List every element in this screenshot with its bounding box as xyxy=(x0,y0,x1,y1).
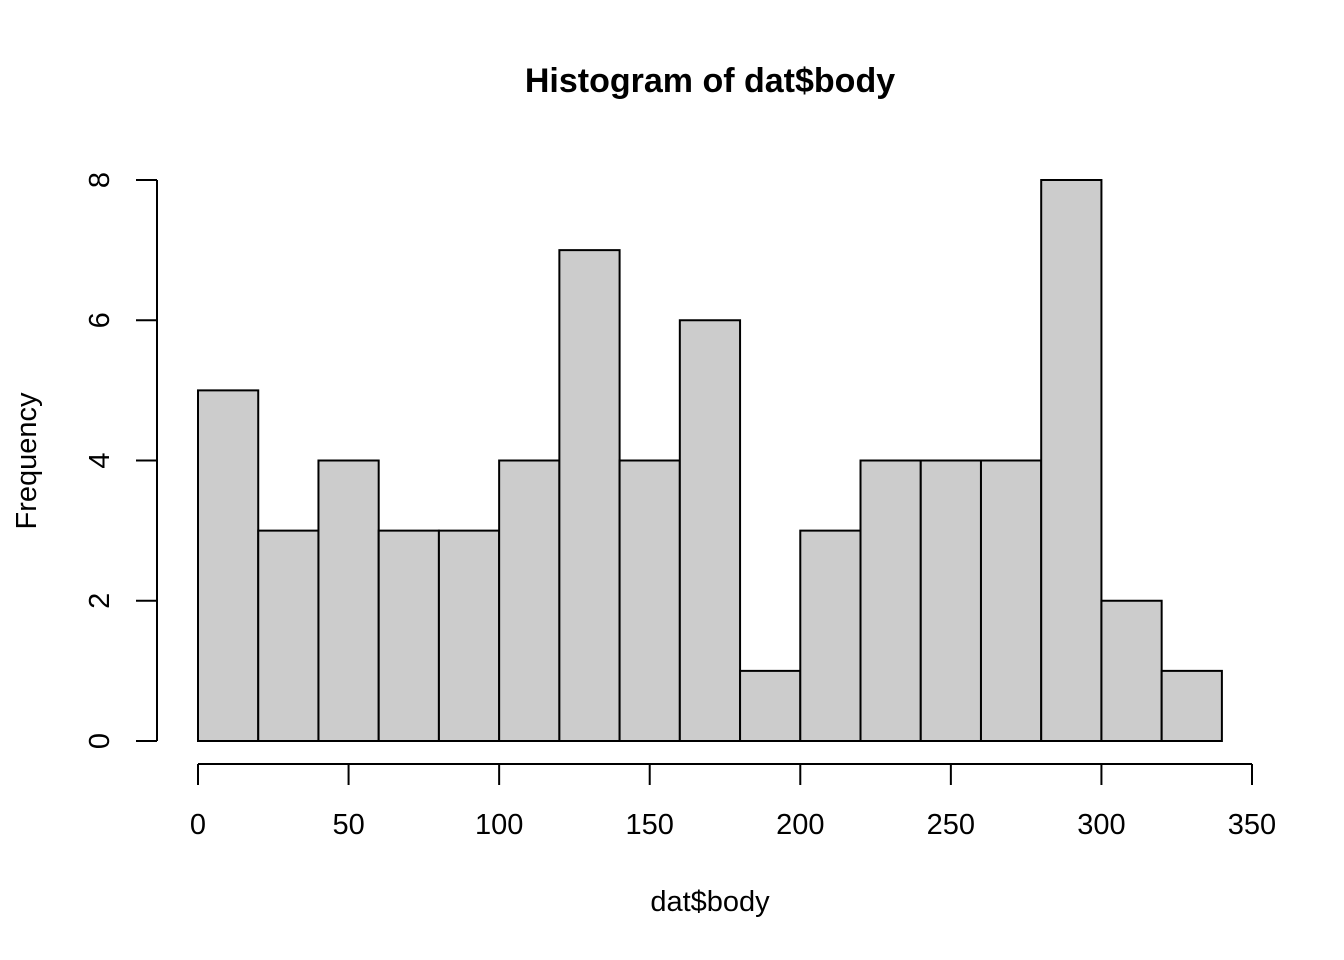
histogram-bar-3 xyxy=(377,529,440,742)
y-axis: 0 2 4 6 8 xyxy=(84,172,158,749)
histogram-bar-2 xyxy=(317,459,380,742)
y-tick-label-4: 8 xyxy=(84,172,116,188)
histogram-bar-0 xyxy=(197,389,260,742)
histogram-bar-15 xyxy=(1100,599,1163,742)
chart-title: Histogram of dat$body xyxy=(525,62,895,100)
x-tick-label-1: 50 xyxy=(332,809,364,841)
x-tick-label-4: 200 xyxy=(776,809,824,841)
y-tick-label-0: 0 xyxy=(84,733,116,749)
y-axis-label: Frequency xyxy=(11,392,43,530)
histogram-bar-6 xyxy=(558,249,621,742)
bars-group xyxy=(197,179,1223,742)
x-axis-label: dat$body xyxy=(650,886,770,918)
histogram-bar-7 xyxy=(618,459,681,742)
y-tick-label-1: 2 xyxy=(84,593,116,609)
histogram-bar-9 xyxy=(739,669,802,742)
histogram-bar-11 xyxy=(859,459,922,742)
x-tick-label-0: 0 xyxy=(190,809,206,841)
histogram-bar-14 xyxy=(1040,179,1103,742)
x-tick-label-5: 250 xyxy=(927,809,975,841)
histogram-bar-13 xyxy=(979,459,1043,742)
histogram-bar-5 xyxy=(498,459,561,742)
y-tick-label-3: 6 xyxy=(84,312,116,328)
y-tick-label-2: 4 xyxy=(84,452,116,468)
histogram-bar-10 xyxy=(799,529,862,742)
histogram-bar-1 xyxy=(257,529,320,742)
x-tick-label-3: 150 xyxy=(626,809,674,841)
histogram-bar-8 xyxy=(678,319,742,742)
histogram-bar-16 xyxy=(1160,669,1223,742)
x-tick-label-2: 100 xyxy=(475,809,523,841)
x-tick-label-6: 300 xyxy=(1077,809,1125,841)
x-axis: 0 50 100 150 200 250 300 350 xyxy=(190,763,1276,841)
histogram-bar-4 xyxy=(437,529,501,742)
x-tick-label-7: 350 xyxy=(1228,809,1276,841)
histogram-bar-12 xyxy=(919,459,982,742)
